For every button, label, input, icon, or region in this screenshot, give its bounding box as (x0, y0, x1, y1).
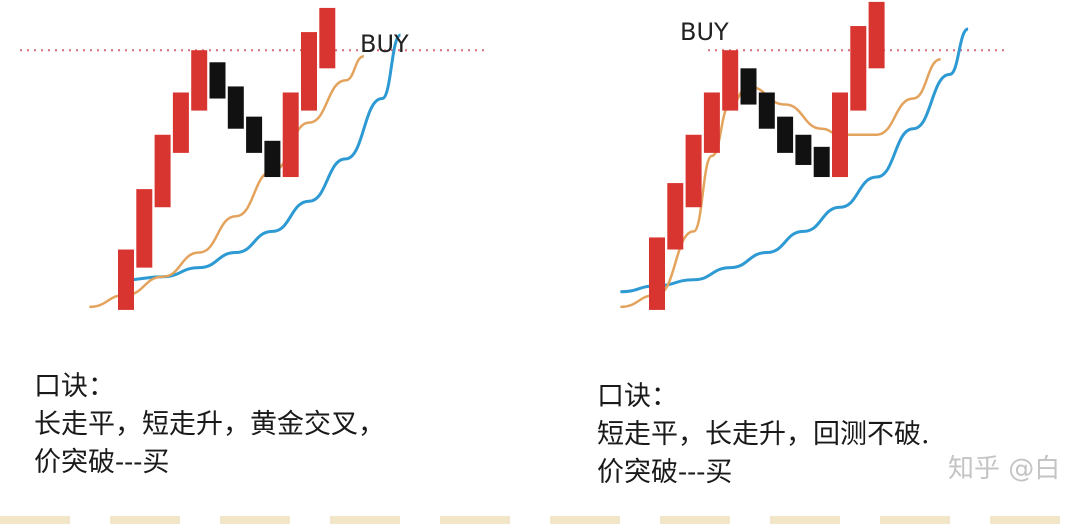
caption-right: 口诀： 短走平，长走升，回测不破. 价突破---买 (597, 378, 930, 492)
up-candle (703, 92, 720, 153)
up-candle (154, 134, 171, 208)
short-ma-line (89, 54, 365, 309)
caption-left-line1: 长走平，短走升，黄金交叉， (34, 409, 385, 440)
up-candle (722, 50, 739, 111)
up-candle (667, 183, 684, 250)
down-candle (209, 62, 226, 99)
up-candle (301, 32, 317, 111)
bottom-decorative-strip (0, 516, 1090, 524)
down-candle (227, 86, 244, 129)
caption-right-line1: 短走平，长走升，回测不破. (597, 419, 930, 450)
down-candle (246, 116, 263, 153)
caption-left: 口诀： 长走平，短走升，黄金交叉， 价突破---买 (34, 368, 385, 482)
up-candle (868, 1, 885, 69)
long-ma-line (125, 33, 402, 282)
caption-right-heading: 口诀： (597, 381, 678, 412)
buy-label: BUY (680, 18, 729, 46)
up-candle (850, 26, 867, 111)
up-candle (832, 92, 848, 178)
long-ma-line (620, 27, 969, 294)
buy-label: BUY (360, 30, 409, 58)
caption-left-line2: 价突破---买 (34, 447, 170, 478)
down-candle (758, 92, 775, 129)
down-candle (795, 134, 812, 165)
caption-right-line2: 价突破---买 (597, 457, 733, 488)
up-candle (172, 92, 189, 153)
up-candle (685, 134, 702, 208)
chart-right-retest: BUY (620, 1, 1005, 310)
down-candle (777, 116, 794, 153)
caption-left-heading: 口诀： (34, 371, 115, 402)
up-candle (118, 249, 134, 310)
up-candle (649, 237, 665, 310)
short-ma-line (620, 58, 942, 309)
down-candle (264, 140, 281, 178)
chart-left-golden-cross: BUY (20, 7, 488, 310)
watermark: 知乎 @白 (948, 454, 1061, 484)
down-candle (740, 68, 757, 105)
up-candle (191, 50, 208, 111)
up-candle (319, 7, 336, 69)
up-candle (136, 189, 153, 268)
down-candle (813, 146, 830, 178)
up-candle (282, 92, 299, 178)
